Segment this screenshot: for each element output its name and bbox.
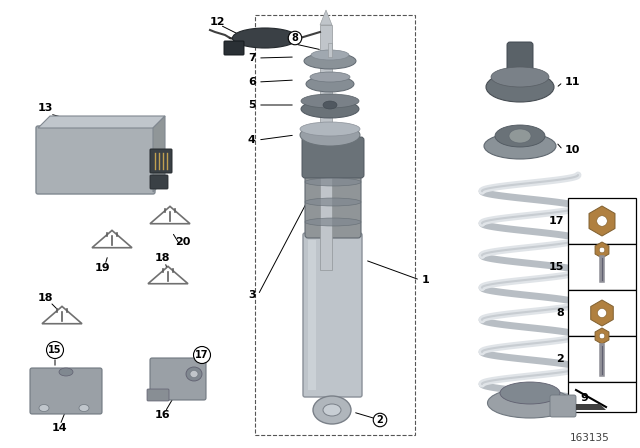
FancyBboxPatch shape xyxy=(147,389,169,401)
Ellipse shape xyxy=(599,333,605,339)
Ellipse shape xyxy=(232,28,298,48)
FancyBboxPatch shape xyxy=(30,368,102,414)
Ellipse shape xyxy=(311,50,349,60)
FancyBboxPatch shape xyxy=(302,137,364,178)
Text: 19: 19 xyxy=(95,263,111,273)
Text: 1: 1 xyxy=(422,275,429,285)
Text: 16: 16 xyxy=(155,410,171,420)
FancyBboxPatch shape xyxy=(150,175,168,189)
Ellipse shape xyxy=(186,367,202,381)
Ellipse shape xyxy=(300,122,360,136)
Ellipse shape xyxy=(323,101,337,109)
FancyBboxPatch shape xyxy=(36,126,155,194)
Polygon shape xyxy=(92,230,132,248)
Text: 8: 8 xyxy=(556,308,564,318)
Text: 18: 18 xyxy=(38,293,54,303)
Ellipse shape xyxy=(598,309,607,318)
Text: 10: 10 xyxy=(565,145,580,155)
Ellipse shape xyxy=(310,72,350,82)
Ellipse shape xyxy=(190,370,198,378)
Text: 18: 18 xyxy=(155,253,170,263)
FancyBboxPatch shape xyxy=(150,358,206,400)
Ellipse shape xyxy=(500,382,560,404)
FancyBboxPatch shape xyxy=(303,233,362,397)
Text: 4: 4 xyxy=(248,135,256,145)
Ellipse shape xyxy=(323,404,341,416)
Bar xyxy=(255,15,415,435)
Ellipse shape xyxy=(79,405,89,412)
Polygon shape xyxy=(150,207,190,224)
FancyBboxPatch shape xyxy=(150,149,172,173)
Polygon shape xyxy=(589,206,615,236)
Ellipse shape xyxy=(300,124,360,146)
FancyBboxPatch shape xyxy=(224,41,244,55)
Text: 9: 9 xyxy=(580,393,588,403)
Bar xyxy=(568,290,636,336)
Text: 2: 2 xyxy=(556,354,564,364)
Text: 163135: 163135 xyxy=(570,433,610,443)
Bar xyxy=(320,25,332,270)
Polygon shape xyxy=(42,306,82,324)
Ellipse shape xyxy=(305,218,361,226)
Ellipse shape xyxy=(305,198,361,206)
Ellipse shape xyxy=(59,368,73,376)
FancyBboxPatch shape xyxy=(305,167,361,238)
Text: 7: 7 xyxy=(248,53,256,63)
Text: 20: 20 xyxy=(175,237,190,247)
Ellipse shape xyxy=(488,388,573,418)
Bar xyxy=(568,336,636,382)
FancyBboxPatch shape xyxy=(550,395,576,417)
Bar xyxy=(308,240,316,390)
Ellipse shape xyxy=(484,133,556,159)
Ellipse shape xyxy=(39,405,49,412)
Ellipse shape xyxy=(301,94,359,108)
Text: 2: 2 xyxy=(376,415,383,425)
Polygon shape xyxy=(148,267,188,284)
Bar xyxy=(568,382,636,412)
FancyBboxPatch shape xyxy=(507,42,533,88)
Text: 15: 15 xyxy=(48,345,61,355)
Ellipse shape xyxy=(596,216,607,226)
Text: 17: 17 xyxy=(195,350,209,360)
Bar xyxy=(328,43,332,57)
Text: 11: 11 xyxy=(565,77,580,87)
Bar xyxy=(568,244,636,290)
Polygon shape xyxy=(320,10,332,25)
Text: 17: 17 xyxy=(548,216,564,226)
Text: 12: 12 xyxy=(210,17,225,27)
Ellipse shape xyxy=(495,125,545,147)
Text: 15: 15 xyxy=(548,262,564,272)
Text: 8: 8 xyxy=(292,33,298,43)
Text: 6: 6 xyxy=(248,77,256,87)
Ellipse shape xyxy=(304,53,356,69)
Ellipse shape xyxy=(599,247,605,253)
Text: 3: 3 xyxy=(248,290,255,300)
Text: 5: 5 xyxy=(248,100,255,110)
Ellipse shape xyxy=(306,76,354,92)
Text: 14: 14 xyxy=(52,423,68,433)
Polygon shape xyxy=(576,404,606,410)
Ellipse shape xyxy=(305,178,361,186)
Polygon shape xyxy=(591,300,613,326)
Polygon shape xyxy=(595,242,609,258)
Ellipse shape xyxy=(301,100,359,118)
Text: 13: 13 xyxy=(38,103,53,113)
Ellipse shape xyxy=(486,72,554,102)
Ellipse shape xyxy=(509,129,531,143)
Ellipse shape xyxy=(491,67,549,87)
Polygon shape xyxy=(595,328,609,344)
Polygon shape xyxy=(153,116,165,192)
Ellipse shape xyxy=(313,396,351,424)
Bar xyxy=(568,198,636,244)
Polygon shape xyxy=(38,116,165,128)
